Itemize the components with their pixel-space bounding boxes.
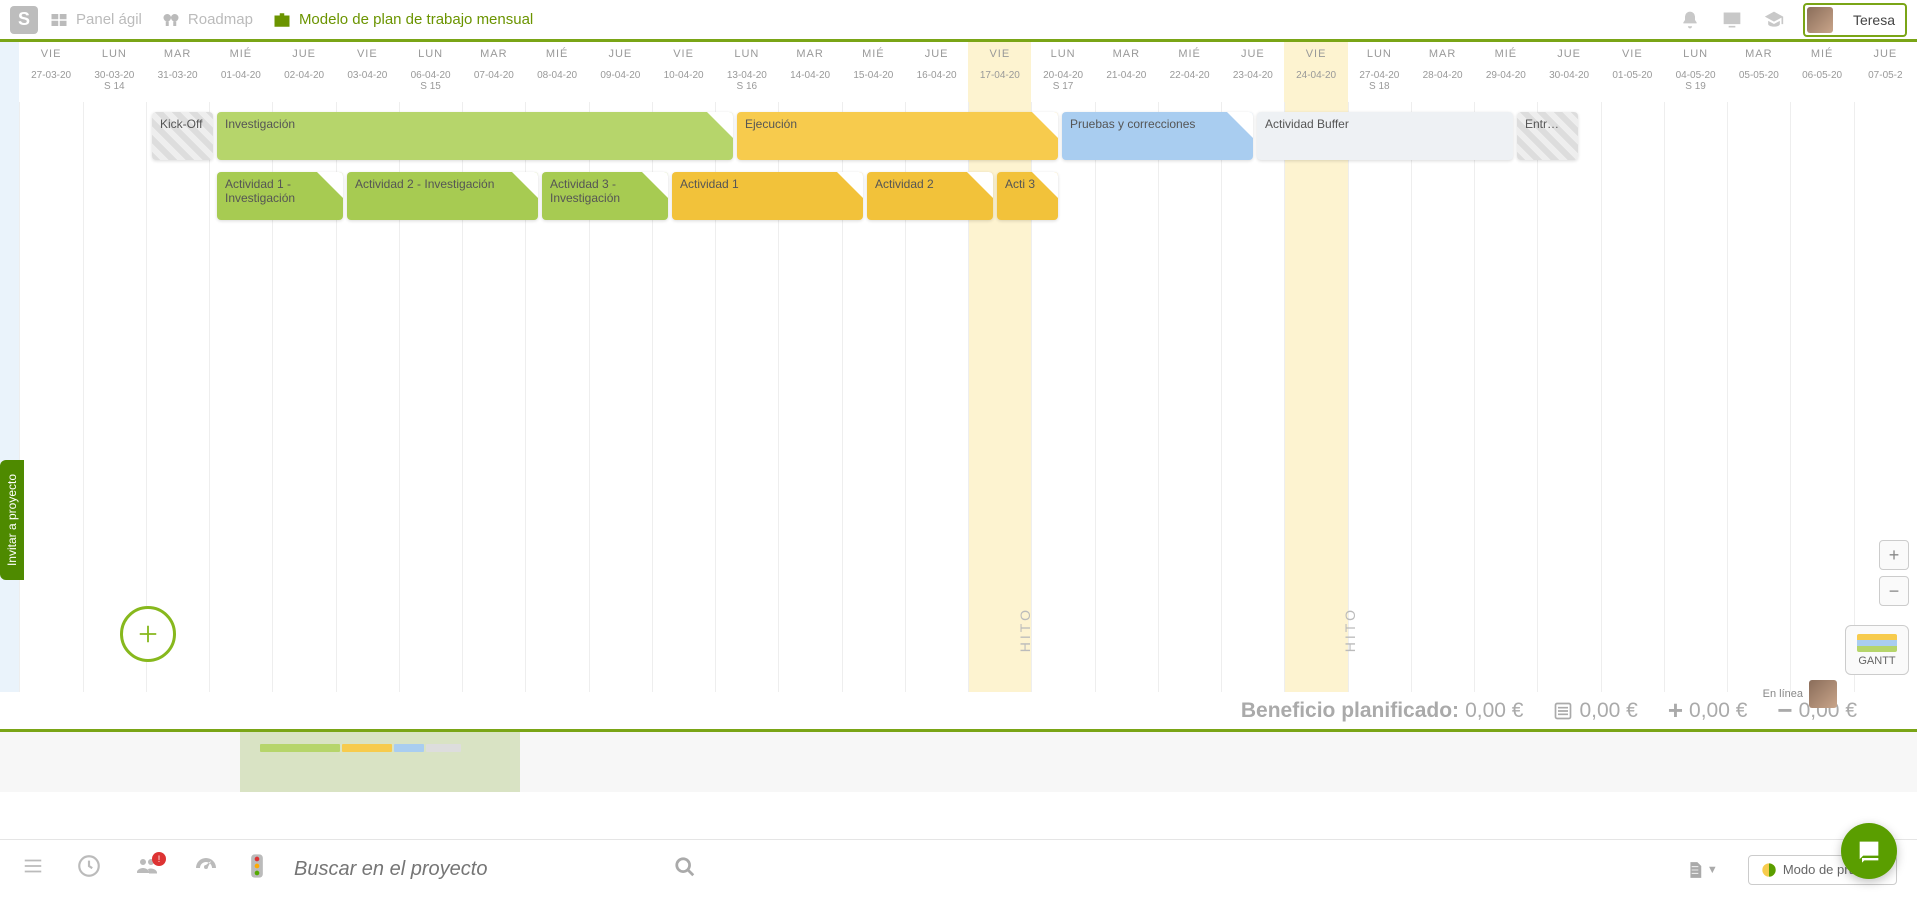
- calc-value: 0,00 €: [1553, 699, 1637, 723]
- traffic-icon[interactable]: [250, 852, 264, 887]
- timeline-col-10: VIE10-04-20: [652, 42, 715, 102]
- summary-bar: Beneficio planificado: 0,00 € 0,00 € + 0…: [0, 692, 1917, 732]
- bottombar: ! ▼ Modo de pruebas: [0, 839, 1917, 899]
- timeline-col-3: MIÉ01-04-20: [209, 42, 272, 102]
- timeline-col-16: LUN20-04-20S 17: [1031, 42, 1094, 102]
- add-task-button[interactable]: [120, 606, 176, 662]
- user-badge[interactable]: Teresa: [1803, 3, 1907, 37]
- task-bar-r0-2[interactable]: Ejecución: [737, 112, 1058, 160]
- app-logo[interactable]: S: [10, 6, 38, 34]
- milestone-1: HITO: [1342, 607, 1358, 652]
- zoom-in-button[interactable]: +: [1879, 540, 1909, 570]
- task-bar-r1-4[interactable]: Actividad 2: [867, 172, 993, 220]
- people-icon[interactable]: !: [132, 854, 162, 885]
- topnav-2[interactable]: Modelo de plan de trabajo mensual: [271, 10, 533, 30]
- graduation-icon[interactable]: [1759, 5, 1789, 35]
- timeline-col-23: MIÉ29-04-20: [1474, 42, 1537, 102]
- timeline-col-14: JUE16-04-20: [905, 42, 968, 102]
- timeline-col-1: LUN30-03-20S 14: [83, 42, 146, 102]
- timeline-col-17: MAR21-04-20: [1095, 42, 1158, 102]
- search-icon[interactable]: [674, 856, 696, 884]
- timeline-col-20: VIE24-04-20: [1284, 42, 1347, 102]
- task-bar-r0-0[interactable]: Kick-Off: [152, 112, 213, 160]
- milestone-0: HITO: [1017, 607, 1033, 652]
- topnav-icon-0: [48, 10, 70, 30]
- zoom-out-button[interactable]: −: [1879, 576, 1909, 606]
- timeline-col-25: VIE01-05-20: [1601, 42, 1664, 102]
- timeline-col-22: MAR28-04-20: [1411, 42, 1474, 102]
- timeline-col-19: JUE23-04-20: [1221, 42, 1284, 102]
- invite-tab[interactable]: Invitar a proyecto: [0, 460, 24, 580]
- timeline-header: VIE27-03-20LUN30-03-20S 14MAR31-03-20MIÉ…: [0, 42, 1917, 102]
- plus-value: + 0,00 €: [1668, 695, 1748, 726]
- clock-icon[interactable]: [76, 853, 102, 886]
- timeline-col-8: MIÉ08-04-20: [525, 42, 588, 102]
- timeline-col-27: MAR05-05-20: [1727, 42, 1790, 102]
- timeline-col-4: JUE02-04-20: [272, 42, 335, 102]
- task-bar-r1-2[interactable]: Actividad 3 - Investigación: [542, 172, 668, 220]
- search-field[interactable]: [294, 858, 634, 881]
- topbar: S Panel ágil Roadmap Modelo de plan de tra…: [0, 0, 1917, 42]
- gantt-mini-icon: [1857, 634, 1897, 652]
- overview-strip[interactable]: [0, 732, 1917, 792]
- task-bar-r0-4[interactable]: Actividad Buffer: [1257, 112, 1513, 160]
- task-bar-r1-5[interactable]: Acti 3: [997, 172, 1058, 220]
- timeline-col-5: VIE03-04-20: [336, 42, 399, 102]
- timeline-col-28: MIÉ06-05-20: [1790, 42, 1853, 102]
- timeline-col-24: JUE30-04-20: [1537, 42, 1600, 102]
- task-bar-r0-5[interactable]: Entr…: [1517, 112, 1578, 160]
- task-bar-r0-3[interactable]: Pruebas y correcciones: [1062, 112, 1253, 160]
- timeline-col-26: LUN04-05-20S 19: [1664, 42, 1727, 102]
- monitor-icon[interactable]: [1717, 5, 1747, 35]
- online-status: En línea: [1763, 680, 1837, 708]
- topnav-1[interactable]: Roadmap: [160, 10, 253, 30]
- timeline-col-15: VIE17-04-20: [968, 42, 1031, 102]
- task-bar-r1-1[interactable]: Actividad 2 - Investigación: [347, 172, 538, 220]
- document-dropdown[interactable]: ▼: [1685, 858, 1718, 882]
- timeline-col-11: LUN13-04-20S 16: [715, 42, 778, 102]
- topnav-icon-1: [160, 10, 182, 30]
- search-input[interactable]: [294, 858, 634, 881]
- task-bar-r1-3[interactable]: Actividad 1: [672, 172, 863, 220]
- gauge-icon[interactable]: [192, 854, 220, 885]
- timeline-col-12: MAR14-04-20: [778, 42, 841, 102]
- topnav-icon-2: [271, 10, 293, 30]
- timeline-col-9: JUE09-04-20: [589, 42, 652, 102]
- overview-bars: [260, 744, 461, 752]
- bell-icon[interactable]: [1675, 5, 1705, 35]
- zoom-controls: + −: [1879, 540, 1909, 606]
- timeline-col-6: LUN06-04-20S 15: [399, 42, 462, 102]
- user-name: Teresa: [1853, 12, 1895, 28]
- task-bar-r1-0[interactable]: Actividad 1 - Investigación: [217, 172, 343, 220]
- timeline-col-29: JUE07-05-2: [1854, 42, 1917, 102]
- benefit-label: Beneficio planificado: 0,00 €: [1241, 699, 1524, 723]
- timeline-col-21: LUN27-04-20S 18: [1348, 42, 1411, 102]
- alert-dot: !: [152, 852, 166, 866]
- gantt-area[interactable]: Kick-OffInvestigaciónEjecuciónPruebas y …: [0, 102, 1917, 692]
- chat-fab[interactable]: [1841, 823, 1897, 879]
- avatar: [1807, 7, 1833, 33]
- overview-window[interactable]: [240, 732, 520, 792]
- gantt-view-toggle[interactable]: GANTT: [1845, 625, 1909, 675]
- topnav-0[interactable]: Panel ágil: [48, 10, 142, 30]
- timeline-col-13: MIÉ15-04-20: [842, 42, 905, 102]
- timeline-col-7: MAR07-04-20: [462, 42, 525, 102]
- timeline-col-18: MIÉ22-04-20: [1158, 42, 1221, 102]
- timeline-col-0: VIE27-03-20: [19, 42, 82, 102]
- timeline-col-2: MAR31-03-20: [146, 42, 209, 102]
- list-icon[interactable]: [20, 855, 46, 884]
- task-bar-r0-1[interactable]: Investigación: [217, 112, 733, 160]
- online-avatar[interactable]: [1809, 680, 1837, 708]
